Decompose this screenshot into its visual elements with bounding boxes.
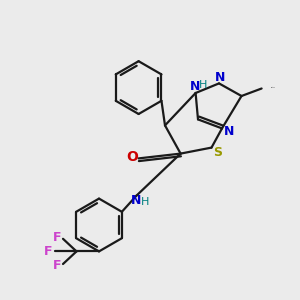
Text: methyl: methyl: [271, 86, 275, 88]
Text: H: H: [199, 80, 207, 90]
Text: N: N: [224, 125, 235, 138]
Text: N: N: [214, 71, 225, 84]
Text: F: F: [53, 231, 62, 244]
Text: F: F: [53, 259, 62, 272]
Text: O: O: [126, 150, 138, 164]
Text: N: N: [190, 80, 200, 93]
Text: F: F: [44, 245, 52, 258]
Text: H: H: [141, 197, 150, 207]
Text: N: N: [130, 194, 141, 208]
Text: S: S: [214, 146, 223, 159]
